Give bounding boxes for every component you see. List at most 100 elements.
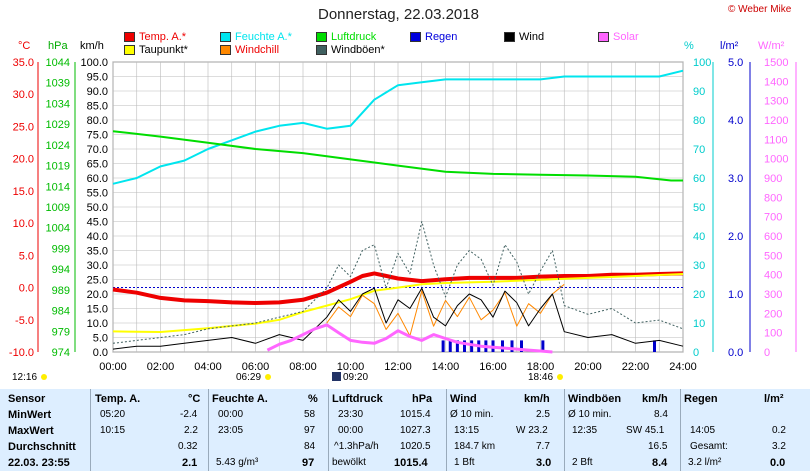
wind-avg-value: 7.7: [536, 441, 550, 452]
axis-tick-label: 65.0: [87, 159, 108, 171]
x-tick-label: 18:00: [527, 361, 555, 373]
x-tick-label: 02:00: [147, 361, 175, 373]
legend-swatch: [410, 32, 421, 42]
legend-label: Luftdruck: [331, 31, 377, 43]
rain-max-time: 14:05: [690, 425, 716, 436]
sunset-label: 18:46: [528, 372, 554, 383]
stats-gust-head: Windböen: [568, 393, 622, 405]
moon-label: 09:20: [343, 372, 369, 383]
stats-min-label: MinWert: [8, 409, 52, 421]
sunset-icon: [557, 374, 563, 380]
stats-max-row: MaxWert 10:15 2.2 23:05 97 00:00 1027.3 …: [0, 423, 810, 439]
gust-max-value: SW 45.1: [626, 425, 665, 436]
legend-item: Wind: [504, 31, 544, 43]
legend-item: Windböen*: [316, 44, 385, 56]
rain-bar: [463, 340, 466, 352]
rain-current-value: 0.0: [770, 457, 786, 469]
gust-max-time: 12:35: [572, 425, 598, 436]
axis-tick-label: 1100: [764, 134, 788, 146]
stats-divider: [208, 389, 209, 471]
axis-tick-label: 50.0: [87, 202, 108, 214]
pressure-avg-value: 1020.5: [400, 441, 431, 452]
axis-tick-label: 0.0: [728, 347, 743, 359]
x-tick-label: 20:00: [574, 361, 602, 373]
axis-tick-label: 974: [52, 347, 70, 359]
legend-label: Windchill: [235, 44, 280, 56]
legend-swatch: [316, 32, 327, 42]
axis-tick-label: 15.0: [13, 186, 34, 198]
copyright-label: © Weber Mike: [728, 4, 792, 15]
rain-avg-value: 3.2: [772, 441, 786, 452]
axis-tick-label: 35.0: [87, 246, 108, 258]
axis-tick-label: 95.0: [87, 72, 108, 84]
gust-avg-value: 16.5: [648, 441, 668, 452]
pressure-max-time: 00:00: [338, 425, 364, 436]
axis-tick-label: 30.0: [13, 89, 34, 101]
axis-tick-label: 1019: [46, 161, 70, 173]
series-line-luftdruck: [112, 130, 683, 182]
temp-min-value: -2.4: [180, 409, 198, 420]
series-line-wind: [112, 287, 684, 350]
series-line-windb-en-: [112, 221, 684, 344]
gust-current-label: 2 Bft: [572, 457, 593, 468]
axis-tick-label: 70: [693, 144, 705, 156]
legend-label: Wind: [519, 31, 545, 43]
axis-tick-label: 1000: [764, 154, 788, 166]
axis-tick-label: 1034: [46, 98, 70, 110]
legend-item: Luftdruck: [316, 31, 376, 43]
temp-max-time: 10:15: [100, 425, 126, 436]
rain-bar: [541, 340, 545, 352]
wind-current-value: 3.0: [536, 457, 552, 469]
wind-min-value: 2.5: [536, 409, 550, 420]
axis-tick-label: 800: [764, 192, 782, 204]
axis-tick-label: 700: [764, 212, 782, 224]
axis-tick-label: 1004: [46, 223, 70, 235]
axis-tick-label: 999: [52, 243, 70, 255]
axis-tick-label: 5.0: [728, 57, 743, 69]
axis-tick-label: 1.0: [728, 289, 743, 301]
axis-tick-label: 40.0: [87, 231, 108, 243]
chart-title: Donnerstag, 22.03.2018: [318, 6, 479, 23]
wind-current-label: 1 Bft: [454, 457, 475, 468]
legend-item: Temp. A.*: [124, 31, 186, 43]
stats-max-label: MaxWert: [8, 425, 54, 437]
axis-tick-label: 500: [764, 250, 782, 262]
rain-axis-unit: l/m²: [720, 40, 739, 52]
humidity-min-value: 58: [304, 409, 316, 420]
axis-tick-label: 60: [693, 173, 705, 185]
axis-tick-label: 30.0: [87, 260, 108, 272]
rain-max-value: 0.2: [772, 425, 786, 436]
pressure-max-value: 1027.3: [400, 425, 431, 436]
axis-tick-label: 10: [693, 318, 705, 330]
axis-tick-label: 1039: [46, 78, 70, 90]
time-left-label: 12:16: [12, 372, 38, 383]
x-tick-label: 14:00: [432, 361, 460, 373]
stats-divider: [328, 389, 329, 471]
axis-tick-label: 0.0: [19, 283, 34, 295]
axis-tick-label: 50: [693, 202, 705, 214]
rain-bar: [448, 340, 452, 352]
axis-tick-label: 25.0: [87, 275, 108, 287]
temp-max-value: 2.2: [184, 425, 198, 436]
gust-min-value: 8.4: [654, 409, 668, 420]
axis-tick-label: 2.0: [728, 231, 743, 243]
axis-tick-label: 20.0: [87, 289, 108, 301]
axis-tick-label: 5.0: [93, 333, 108, 345]
axis-tick-label: 1400: [764, 76, 788, 88]
sun-marker-icon: [41, 374, 47, 380]
x-tick-label: 06:00: [242, 361, 270, 373]
stats-wind-unit: km/h: [524, 393, 550, 405]
stats-header-row: Sensor Temp. A. °C Feuchte A. % Luftdruc…: [0, 391, 810, 407]
solar-axis-unit: W/m²: [758, 40, 785, 52]
rain-bar: [501, 340, 504, 352]
axis-tick-label: 0.0: [93, 347, 108, 359]
stats-divider: [90, 389, 91, 471]
legend-label: Feuchte A.*: [235, 31, 292, 43]
axis-tick-label: 400: [764, 270, 782, 282]
legend-item: Solar: [598, 31, 639, 43]
legend-swatch: [220, 32, 231, 42]
axis-tick-label: 60.0: [87, 173, 108, 185]
axis-tick-label: 1300: [764, 96, 788, 108]
series-line-windchill: [326, 283, 565, 337]
stats-rain-unit: l/m²: [764, 393, 784, 405]
